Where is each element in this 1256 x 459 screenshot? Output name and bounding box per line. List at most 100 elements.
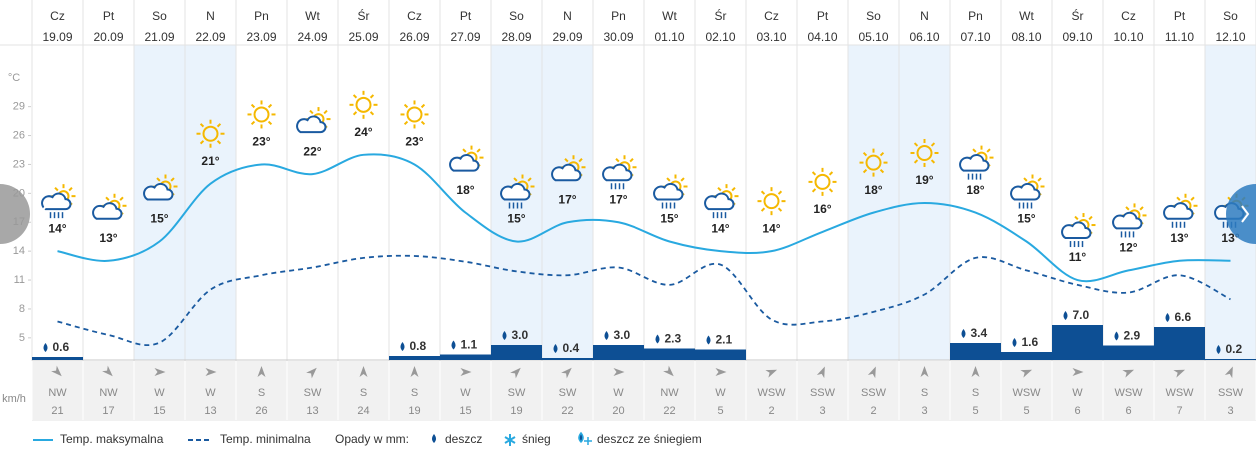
precip-label: 3.0: [512, 328, 529, 342]
drop-icon: [1063, 311, 1068, 320]
weekend-band: [491, 45, 542, 360]
wind-arrow: [205, 368, 217, 376]
precip-label: 1.1: [461, 338, 478, 352]
cloud: [551, 163, 582, 182]
wind-direction: S: [360, 387, 367, 399]
wind-arrow: [410, 366, 419, 377]
date: 10.10: [1113, 30, 1143, 44]
weekday: N: [563, 9, 572, 23]
wind-arrow: [1224, 366, 1233, 379]
sun-ray: [199, 140, 205, 145]
sun-ray: [862, 168, 868, 174]
max-temp-label: 17°: [558, 192, 576, 206]
drop-icon: [1114, 331, 1119, 341]
wind-direction: SSW: [861, 387, 887, 399]
next-button[interactable]: [1226, 184, 1256, 244]
sun-ray: [323, 109, 328, 115]
wind-arrow: [971, 366, 980, 377]
sun: [814, 173, 831, 190]
sun-ray: [216, 140, 222, 145]
max-temp-label: 14°: [762, 221, 780, 235]
sun-ray: [879, 152, 885, 157]
precip-label: 2.9: [1124, 329, 1141, 343]
wind-arrow: [816, 366, 825, 379]
nav-chevron: [38, 205, 47, 223]
precip-label: 0.4: [563, 341, 580, 355]
wind-arrow: [1020, 369, 1033, 378]
wind-speed: 15: [153, 405, 165, 417]
y-tick-label: 26: [13, 129, 25, 141]
sun-ray: [1088, 215, 1093, 221]
date: 03.10: [756, 30, 786, 44]
date: 30.09: [603, 30, 633, 44]
cloud: [704, 192, 735, 211]
wind-arrow: [306, 367, 317, 379]
wind-direction: S: [411, 387, 418, 399]
wind-arrow: [663, 365, 674, 377]
sun: [865, 154, 882, 171]
weekday: So: [152, 9, 167, 23]
sun-ray: [1023, 177, 1028, 182]
wind-arrow: [867, 366, 876, 379]
sun-ray: [862, 152, 868, 157]
drop-icon: [400, 342, 405, 351]
precip-bar: [1205, 359, 1256, 360]
drop-icon: [655, 334, 660, 344]
sun-ray: [629, 158, 634, 163]
wind-arrow: [765, 369, 778, 378]
cloud: [1061, 221, 1092, 240]
sun-ray: [1139, 206, 1144, 211]
precip-bar: [440, 354, 491, 360]
date: 28.09: [501, 30, 531, 44]
wind-direction: SW: [559, 387, 577, 399]
sun-ray: [564, 158, 569, 163]
y-unit: °C: [8, 72, 20, 84]
max-temp-label: 15°: [507, 212, 525, 226]
max-temp-label: 18°: [456, 183, 474, 197]
date: 22.09: [195, 30, 225, 44]
precip-label: 3.0: [614, 328, 631, 342]
sun-icon: [910, 138, 939, 167]
wind-direction: NW: [660, 387, 679, 399]
wind-direction: WSW: [1114, 387, 1143, 399]
precip-bar: [1001, 352, 1052, 360]
sun-icon: [349, 90, 378, 119]
precip-label: 6.6: [1175, 310, 1192, 324]
sun-ray: [760, 207, 766, 212]
precip-bar: [1154, 327, 1205, 360]
precip-bar: [695, 349, 746, 360]
wind-speed: 3: [921, 405, 927, 417]
cloud: [500, 182, 531, 201]
wind-arrow: [715, 368, 727, 376]
max-temp-label: 18°: [864, 183, 882, 197]
cloud: [1163, 202, 1194, 220]
max-temp-label: 21°: [201, 154, 219, 168]
wind-direction: W: [460, 387, 471, 399]
max-temp-label: 18°: [966, 183, 984, 197]
sun-ray: [828, 188, 834, 193]
wind-arrow: [102, 365, 113, 377]
sun: [763, 193, 780, 210]
max-temp-label: 22°: [303, 144, 321, 158]
wind-speed: 13: [204, 405, 216, 417]
drop-icon: [1165, 313, 1170, 322]
precip-label: 0.8: [410, 339, 427, 353]
precip-label: 2.3: [665, 332, 682, 346]
date: 06.10: [909, 30, 939, 44]
sun-ray: [403, 103, 409, 109]
wind-direction: WSW: [1165, 387, 1194, 399]
sun-ray: [527, 177, 532, 182]
sun-ray: [811, 188, 817, 193]
prev-button[interactable]: [0, 184, 30, 244]
wind-speed: 6: [1125, 405, 1131, 417]
wind-direction: SW: [508, 387, 526, 399]
wind-direction: WSW: [757, 387, 786, 399]
max-temp-label: 16°: [813, 202, 831, 216]
sun-ray: [879, 168, 885, 174]
cloud: [653, 182, 684, 201]
sun-icon: [859, 148, 888, 177]
sun-ray: [462, 148, 467, 153]
max-temp-label: 24°: [354, 125, 372, 139]
weekday: Pn: [254, 9, 269, 23]
